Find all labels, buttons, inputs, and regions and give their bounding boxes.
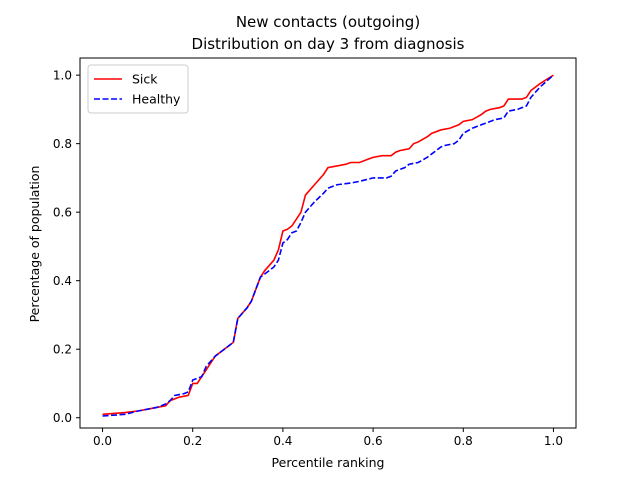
x-axis-ticks: 0.0 0.2 0.4 0.6 0.8 1.0 [93, 428, 563, 448]
series-layer [102, 74, 554, 417]
y-tick-label: 0.8 [53, 137, 72, 151]
axes-frame [79, 57, 577, 429]
x-tick-label: 0.0 [93, 434, 112, 448]
y-tick-label: 0.6 [53, 206, 72, 220]
legend: Sick Healthy [87, 64, 189, 114]
chart-title: New contacts (outgoing) [236, 13, 420, 31]
y-axis-ticks: 0.0 0.2 0.4 0.6 0.8 1.0 [53, 69, 80, 425]
legend-box [87, 64, 189, 114]
y-axis-label: Percentage of population [27, 166, 42, 323]
chart-subtitle: Distribution on day 3 from diagnosis [192, 35, 465, 53]
x-tick-label: 0.6 [364, 434, 383, 448]
x-axis-label: Percentile ranking [272, 455, 385, 470]
y-tick-label: 1.0 [53, 69, 72, 83]
x-tick-label: 0.2 [183, 434, 202, 448]
x-tick-label: 0.4 [273, 434, 292, 448]
y-tick-label: 0.4 [53, 274, 72, 288]
series-line-sick [102, 74, 554, 416]
legend-label-sick: Sick [132, 72, 158, 87]
y-tick-label: 0.0 [53, 411, 72, 425]
legend-label-healthy: Healthy [132, 92, 181, 107]
series-line-healthy [102, 74, 554, 417]
x-tick-label: 1.0 [544, 434, 563, 448]
y-tick-label: 0.2 [53, 343, 72, 357]
x-tick-label: 0.8 [454, 434, 473, 448]
axes-layer [79, 57, 577, 429]
